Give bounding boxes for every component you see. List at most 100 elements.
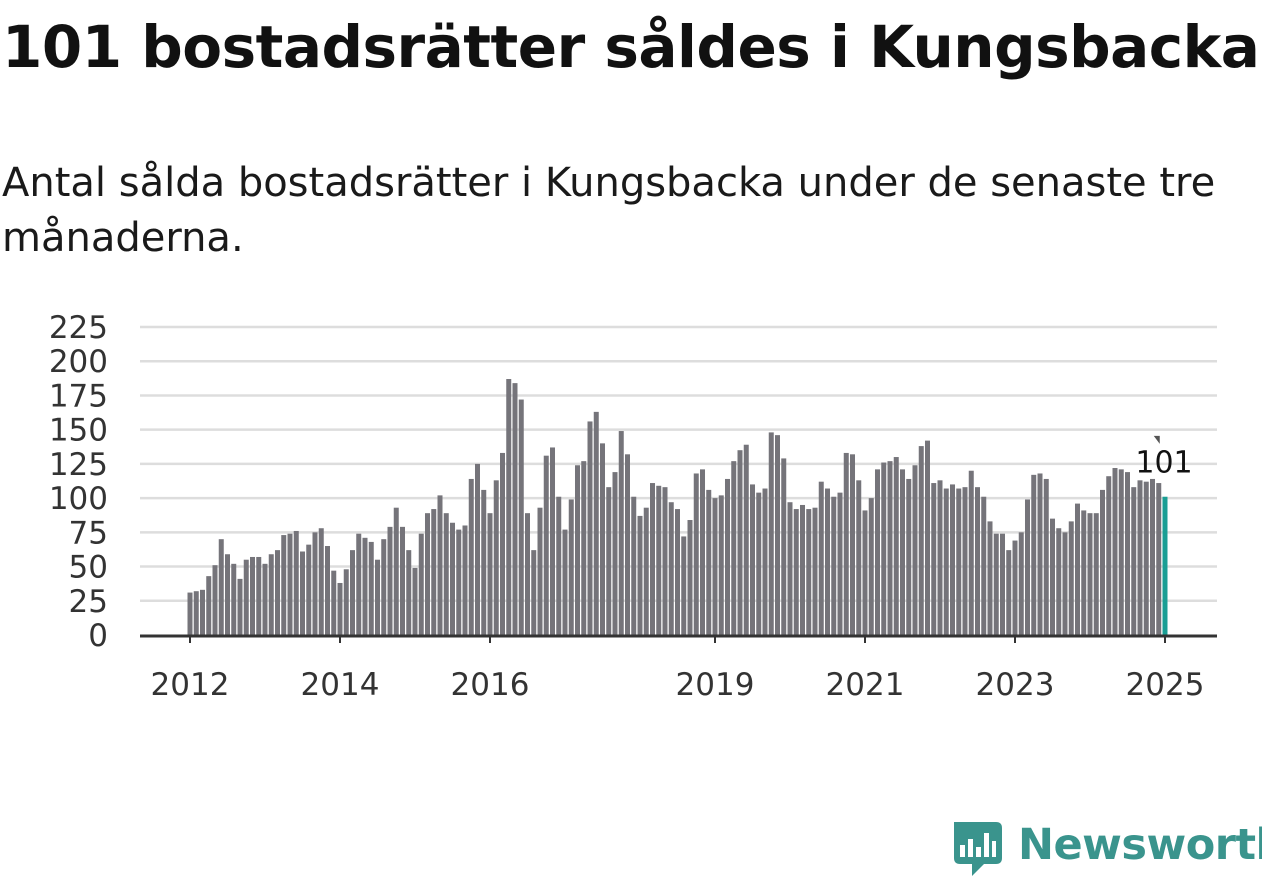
bar <box>956 488 962 635</box>
bar <box>693 473 699 635</box>
x-tick-label: 2023 <box>976 667 1055 703</box>
bar <box>1131 487 1137 635</box>
bar <box>1106 476 1112 635</box>
bar <box>912 465 918 635</box>
bar <box>900 469 905 635</box>
bar <box>500 452 505 635</box>
bar <box>762 488 768 635</box>
bar <box>331 570 337 635</box>
bar <box>487 513 493 635</box>
bar <box>1137 480 1143 635</box>
bar <box>937 480 943 635</box>
bar <box>525 513 530 635</box>
bar <box>318 528 324 635</box>
bar <box>262 563 268 635</box>
page-title: 101 bostadsrätter såldes i Kungsbacka <box>2 13 1260 81</box>
bar <box>306 544 312 635</box>
bar <box>1150 478 1155 635</box>
bar <box>1100 489 1105 635</box>
bar <box>950 484 955 635</box>
bar <box>418 533 424 635</box>
bar <box>731 461 737 635</box>
y-tick-label: 50 <box>69 550 108 586</box>
bar <box>700 469 705 635</box>
y-tick-label: 125 <box>49 447 108 483</box>
bar <box>725 478 730 635</box>
bar <box>325 546 330 635</box>
bar <box>1031 474 1037 635</box>
highlight-value-label: 101 <box>1135 446 1192 481</box>
x-tick-label: 2012 <box>151 667 230 703</box>
bar <box>675 509 680 635</box>
bar <box>931 483 937 635</box>
bar <box>312 532 318 635</box>
bar <box>1000 533 1005 635</box>
bar <box>281 535 287 635</box>
bar <box>193 591 199 635</box>
bar <box>631 496 637 635</box>
brand-name: Newsworthy <box>1018 820 1262 870</box>
bar <box>187 592 193 635</box>
bar <box>450 522 455 635</box>
bar <box>943 488 949 635</box>
bar <box>1006 550 1012 635</box>
bar <box>850 454 855 635</box>
bar <box>718 495 724 635</box>
bar <box>881 462 887 635</box>
x-tick-label: 2019 <box>676 667 755 703</box>
bar <box>781 458 787 635</box>
bar <box>437 495 443 635</box>
bar <box>493 480 499 635</box>
bar <box>1118 469 1124 635</box>
bar <box>962 487 968 635</box>
bar <box>975 487 980 635</box>
bar <box>350 550 355 635</box>
chart-speech-bubble-icon <box>954 822 1002 876</box>
bar <box>200 589 205 635</box>
bar <box>775 435 780 635</box>
bar <box>862 510 868 635</box>
bar <box>425 513 430 635</box>
bar <box>362 537 368 635</box>
bar <box>250 556 255 635</box>
bar <box>1081 510 1087 635</box>
bar <box>606 487 612 635</box>
bar <box>356 533 362 635</box>
bar <box>681 536 687 635</box>
bar <box>1062 532 1068 635</box>
bar <box>818 481 824 635</box>
bar <box>756 492 762 635</box>
bar <box>1043 478 1049 635</box>
x-tick-label: 2025 <box>1126 667 1205 703</box>
annotations: 101 <box>1135 435 1193 481</box>
bar <box>562 529 568 635</box>
bar <box>381 539 387 635</box>
bar <box>206 576 212 635</box>
bar <box>750 484 755 635</box>
bar <box>293 530 299 635</box>
bar <box>918 446 924 635</box>
bar <box>587 421 593 635</box>
bar <box>256 556 262 635</box>
bar <box>981 496 987 635</box>
bar <box>1068 521 1074 635</box>
y-tick-label: 175 <box>49 378 108 414</box>
bar <box>575 465 580 635</box>
bar <box>237 578 243 635</box>
bar <box>625 454 630 635</box>
y-tick-label: 25 <box>69 584 108 620</box>
bar <box>243 559 249 635</box>
y-tick-label: 100 <box>49 481 108 517</box>
bar <box>812 507 818 635</box>
bar <box>612 472 618 635</box>
bar <box>462 525 468 635</box>
bar <box>375 559 380 635</box>
bar <box>856 480 862 635</box>
page-subtitle: Antal sålda bostadsrätter i Kungsbacka u… <box>2 160 1216 261</box>
bar <box>475 463 480 635</box>
bar <box>987 521 993 635</box>
bar <box>1112 468 1118 635</box>
bar <box>456 529 462 635</box>
